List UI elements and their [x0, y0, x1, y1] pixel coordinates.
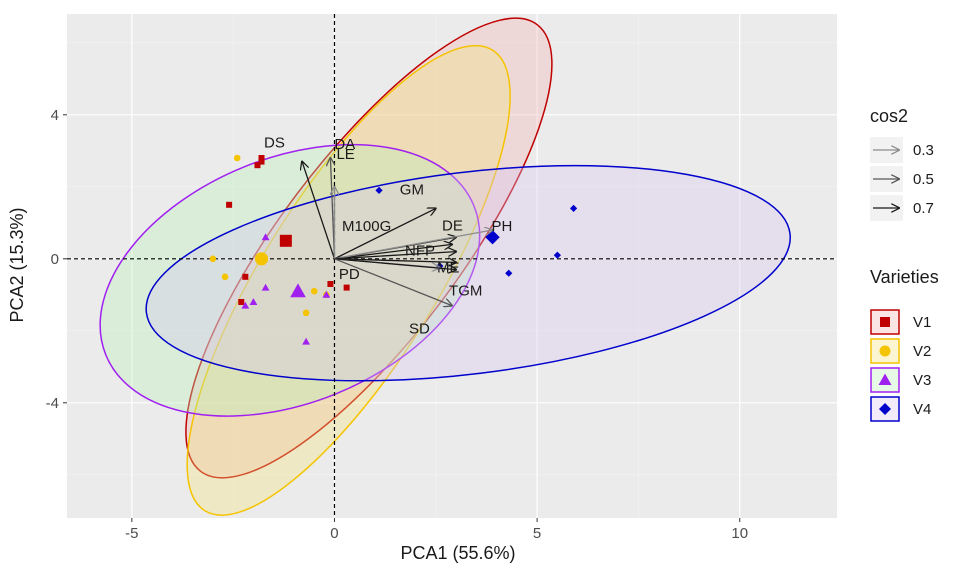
x-tick-label: 5 [533, 525, 541, 542]
arrow-label-ds: DS [264, 135, 285, 152]
data-point [375, 186, 383, 194]
data-point [242, 273, 249, 280]
data-point [233, 154, 241, 162]
data-point [327, 281, 334, 287]
legend-varieties-title: Varieties [870, 267, 939, 287]
x-tick-label: 0 [330, 525, 338, 542]
data-point [258, 158, 265, 165]
y-tick-label: -4 [46, 395, 59, 412]
centroid-v2 [254, 252, 269, 266]
legend-marker-v4 [879, 403, 891, 415]
legend-marker-v3 [878, 373, 892, 385]
legend-label-v1: V1 [913, 314, 931, 331]
legend-cos2-title: cos2 [870, 106, 908, 126]
confidence-ellipse-v4 [145, 164, 791, 382]
x-tick-label: 10 [731, 525, 748, 542]
data-point [553, 251, 561, 259]
data-point [302, 337, 311, 345]
legend-swatch-v4 [870, 396, 900, 422]
data-point [241, 301, 250, 309]
arrow-ds [302, 162, 336, 260]
arrow-label-pd: PD [339, 266, 360, 283]
arrow-label-da: DA [334, 136, 355, 153]
data-point [226, 201, 233, 208]
legend-varieties: Varieties V1 V2 V3 V4 [870, 267, 939, 422]
legend-label-v3: V3 [913, 372, 931, 389]
confidence-ellipse-v1 [185, 17, 553, 479]
arrow-label-sd: SD [409, 321, 430, 338]
centroid-v3 [290, 283, 306, 298]
data-point [261, 233, 270, 241]
arrow-label-gm: GM [400, 181, 424, 198]
data-point [258, 155, 265, 161]
legend-cos2-label: 0.5 [913, 171, 934, 188]
legend-label-v4: V4 [913, 401, 931, 418]
y-tick-label: 4 [51, 107, 59, 124]
data-point [209, 255, 217, 263]
legend-cos2: cos2 0.3 0.5 0.7 [870, 106, 934, 221]
arrow-label-ph: PH [492, 218, 513, 235]
arrow-label-m100g: M100G [342, 218, 391, 235]
legend-marker-v2 [879, 345, 891, 357]
arrow-ph [334, 230, 492, 260]
arrow-tgm [334, 258, 456, 270]
arrow-label-le: LE [336, 146, 354, 163]
confidence-ellipse-v2 [186, 44, 511, 516]
arrow-label-de: DE [442, 217, 463, 234]
tick-labels: -5 0 5 10 -4 0 4 [46, 107, 748, 542]
data-point [310, 287, 318, 295]
arrow-sd [334, 258, 452, 306]
arrow-nfp [334, 252, 456, 260]
series-v2 [209, 154, 330, 317]
data-point [261, 283, 270, 291]
centroid-v1 [279, 234, 292, 247]
arrow-label-nfp: NFP [405, 243, 435, 260]
data-point [343, 284, 350, 291]
data-point [302, 309, 310, 317]
y-tick-label: 0 [51, 251, 59, 268]
data-point [238, 299, 245, 305]
series-v1 [226, 155, 350, 305]
x-axis-title: PCA1 (55.6%) [400, 543, 515, 563]
data-point [569, 204, 578, 212]
data-point [249, 298, 258, 305]
arrow-da [330, 158, 334, 259]
x-tick-label: -5 [125, 525, 138, 542]
legend-cos2-label: 0.3 [913, 142, 934, 159]
arrow-de [334, 244, 452, 260]
data-point [322, 290, 331, 298]
data-point [221, 273, 229, 281]
arrow-gm [334, 208, 435, 260]
y-axis-title: PCA2 (15.3%) [7, 207, 27, 322]
data-point [254, 162, 261, 169]
arrow-label-tgm: TGM [449, 283, 482, 300]
series-v3 [241, 233, 331, 345]
data-point [505, 269, 513, 277]
legend-cos2-label: 0.7 [913, 200, 934, 217]
arrow-me [334, 259, 456, 263]
confidence-ellipse-v3 [99, 143, 481, 417]
legend-label-v2: V2 [913, 343, 931, 360]
legend-marker-v1 [880, 317, 890, 327]
